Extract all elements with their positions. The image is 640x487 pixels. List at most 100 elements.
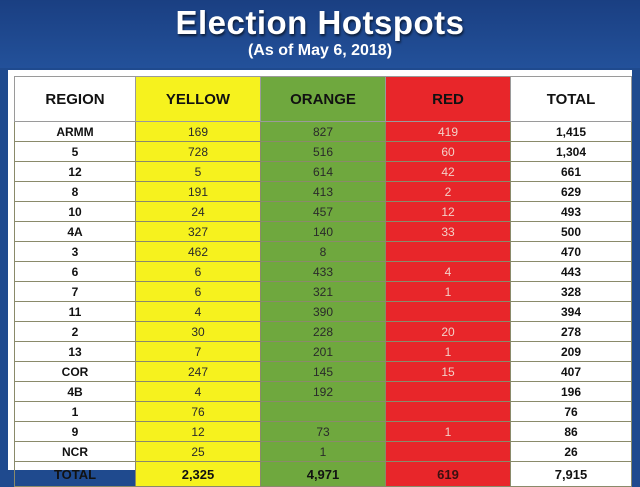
total-cell: 1,415 [510,121,632,142]
red-cell [385,381,511,402]
table-panel: REGION YELLOW ORANGE RED TOTAL ARMM 169 82… [8,70,632,487]
table-header-row: REGION YELLOW ORANGE RED TOTAL [14,76,632,122]
orange-cell: 614 [260,161,386,182]
yellow-cell: 6 [135,261,261,282]
table-row: 13 7 201 1 209 [14,341,632,362]
red-cell: 60 [385,141,511,162]
orange-cell: 390 [260,301,386,322]
total-yellow-cell: 2,325 [135,461,261,487]
column-header-orange: ORANGE [260,76,386,122]
table-row: 8 191 413 2 629 [14,181,632,202]
region-cell: 4A [14,221,136,242]
red-cell [385,301,511,322]
yellow-cell: 5 [135,161,261,182]
red-cell: 20 [385,321,511,342]
yellow-cell: 4 [135,381,261,402]
orange-cell: 433 [260,261,386,282]
total-cell: 407 [510,361,632,382]
table-row: 10 24 457 12 493 [14,201,632,222]
total-orange-cell: 4,971 [260,461,386,487]
region-cell: 11 [14,301,136,322]
red-cell: 419 [385,121,511,142]
region-cell: 2 [14,321,136,342]
column-header-red: RED [385,76,511,122]
region-cell: 5 [14,141,136,162]
total-cell: 629 [510,181,632,202]
total-cell: 661 [510,161,632,182]
column-header-region: REGION [14,76,136,122]
total-cell: 1,304 [510,141,632,162]
red-cell [385,241,511,262]
total-cell: 328 [510,281,632,302]
yellow-cell: 462 [135,241,261,262]
yellow-cell: 76 [135,401,261,422]
red-cell: 15 [385,361,511,382]
region-cell: 3 [14,241,136,262]
table-row: 1 76 76 [14,401,632,422]
column-header-total: TOTAL [510,76,632,122]
total-cell: 76 [510,401,632,422]
red-cell: 1 [385,421,511,442]
orange-cell: 73 [260,421,386,442]
total-total-cell: 7,915 [510,461,632,487]
region-cell: 8 [14,181,136,202]
table-row: 4A 327 140 33 500 [14,221,632,242]
table-row: 11 4 390 394 [14,301,632,322]
yellow-cell: 247 [135,361,261,382]
orange-cell: 516 [260,141,386,162]
table-row: 12 5 614 42 661 [14,161,632,182]
orange-cell: 145 [260,361,386,382]
total-cell: 196 [510,381,632,402]
page-title: Election Hotspots [175,4,465,41]
orange-cell: 321 [260,281,386,302]
yellow-cell: 25 [135,441,261,462]
yellow-cell: 4 [135,301,261,322]
yellow-cell: 327 [135,221,261,242]
region-cell: 6 [14,261,136,282]
red-cell: 42 [385,161,511,182]
region-cell: NCR [14,441,136,462]
table-row: COR 247 145 15 407 [14,361,632,382]
orange-cell: 1 [260,441,386,462]
orange-cell: 827 [260,121,386,142]
orange-cell: 8 [260,241,386,262]
yellow-cell: 6 [135,281,261,302]
yellow-cell: 728 [135,141,261,162]
total-cell: 493 [510,201,632,222]
orange-cell: 140 [260,221,386,242]
table-row: 3 462 8 470 [14,241,632,262]
region-cell: 10 [14,201,136,222]
total-cell: 209 [510,341,632,362]
orange-cell: 228 [260,321,386,342]
total-red-cell: 619 [385,461,511,487]
page-subtitle: (As of May 6, 2018) [247,42,393,59]
region-cell: 7 [14,281,136,302]
table-row: 2 30 228 20 278 [14,321,632,342]
total-cell: 26 [510,441,632,462]
column-header-yellow: YELLOW [135,76,261,122]
orange-cell: 457 [260,201,386,222]
orange-cell [260,401,386,422]
orange-cell: 201 [260,341,386,362]
region-cell: 4B [14,381,136,402]
region-cell: 1 [14,401,136,422]
region-cell: ARMM [14,121,136,142]
total-region-cell: TOTAL [14,461,136,487]
total-cell: 278 [510,321,632,342]
red-cell: 12 [385,201,511,222]
red-cell: 1 [385,281,511,302]
table-row: 6 6 433 4 443 [14,261,632,282]
table-row: NCR 25 1 26 [14,441,632,462]
red-cell: 4 [385,261,511,282]
red-cell [385,401,511,422]
region-cell: COR [14,361,136,382]
table-total-row: TOTAL 2,325 4,971 619 7,915 [14,461,632,487]
table-row: ARMM 169 827 419 1,415 [14,121,632,142]
red-cell: 1 [385,341,511,362]
total-cell: 470 [510,241,632,262]
yellow-cell: 30 [135,321,261,342]
yellow-cell: 12 [135,421,261,442]
table-row: 5 728 516 60 1,304 [14,141,632,162]
header-banner: Election Hotspots (As of May 6, 2018) [0,0,640,68]
table-row: 7 6 321 1 328 [14,281,632,302]
